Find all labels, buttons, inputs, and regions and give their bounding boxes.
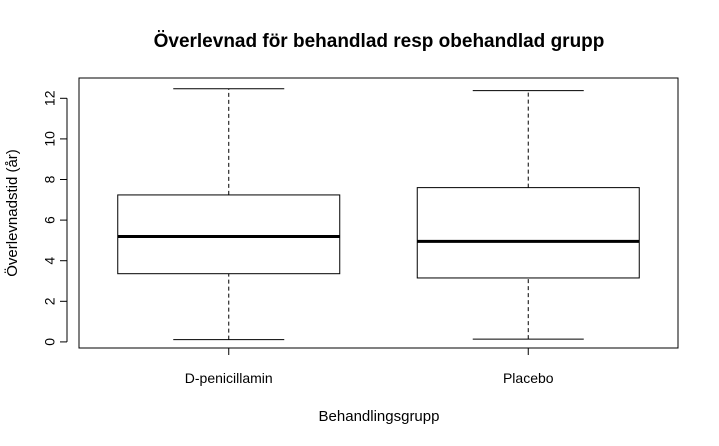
y-axis: 0 2 4 6 8 10 12: [42, 90, 68, 346]
x-axis: D-penicillamin Placebo: [185, 347, 554, 386]
boxes-group: [117, 88, 640, 341]
box-1: [117, 88, 341, 341]
box-2: [416, 90, 640, 340]
x-axis-label: Behandlingsgrupp: [319, 408, 440, 425]
y-tick-label: 4: [42, 257, 58, 265]
y-tick-label: 12: [42, 90, 58, 106]
interquartile-box: [416, 187, 640, 279]
chart-title: Överlevnad för behandlad resp obehandlad…: [154, 31, 605, 52]
y-tick-label: 10: [42, 131, 58, 147]
x-tick-label: D-penicillamin: [185, 370, 273, 386]
y-tick-label: 6: [42, 216, 58, 224]
y-tick-label: 0: [42, 338, 58, 346]
x-tick-label: Placebo: [503, 370, 554, 386]
interquartile-box: [117, 194, 341, 275]
y-tick-label: 8: [42, 175, 58, 183]
y-axis-label: Överlevnadstid (år): [3, 149, 21, 277]
y-tick-label: 2: [42, 297, 58, 305]
